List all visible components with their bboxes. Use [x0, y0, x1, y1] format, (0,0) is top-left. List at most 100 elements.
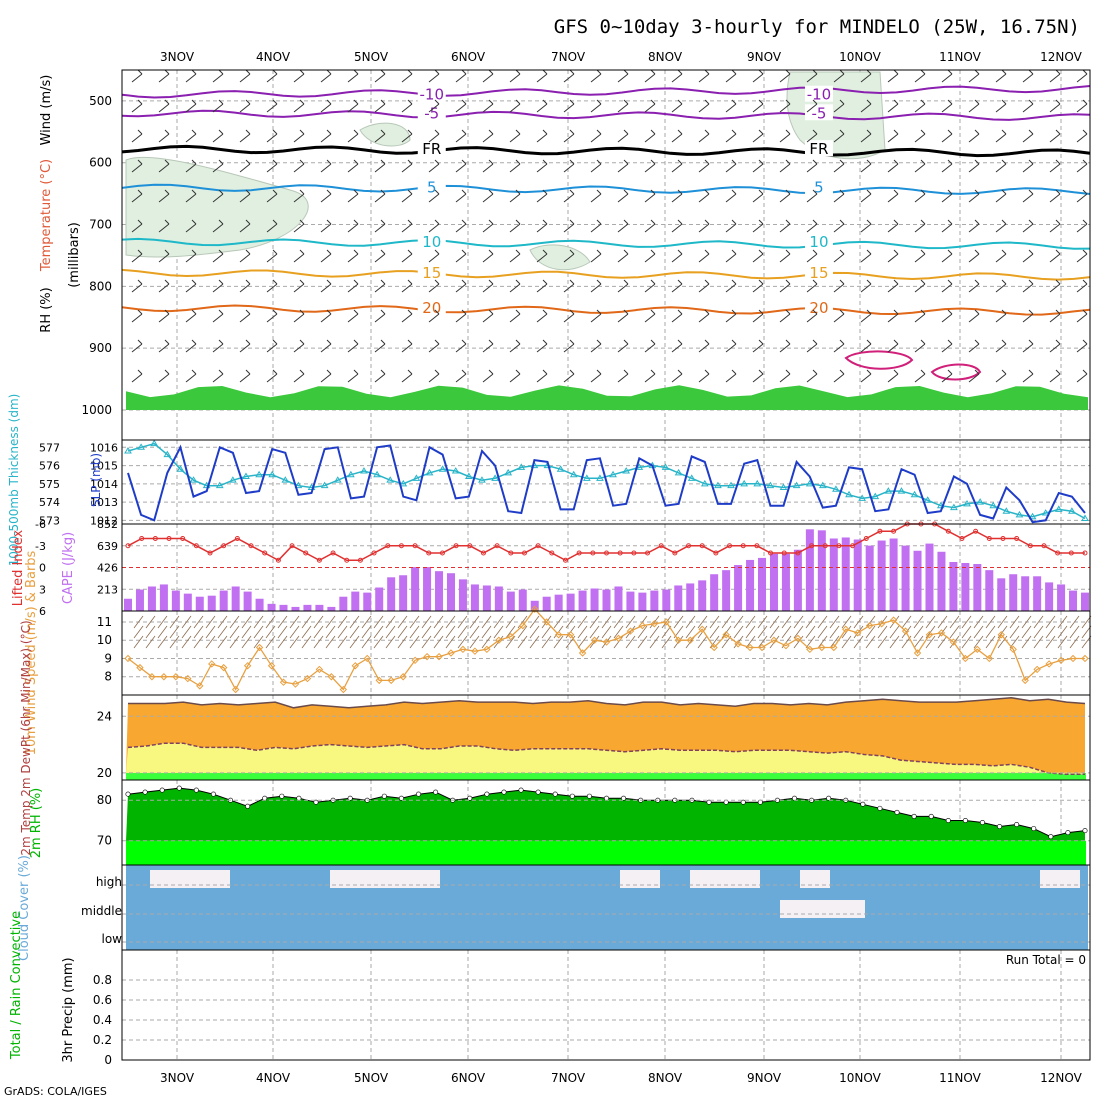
wind-speed-point	[865, 621, 874, 630]
upper-ytick-600: 600	[89, 156, 112, 170]
wind-barb	[968, 159, 980, 173]
wind-barb	[1022, 249, 1034, 263]
wind-barb	[914, 279, 926, 293]
wind-barb	[185, 369, 197, 383]
wind-barb-10m	[769, 625, 780, 639]
ylabel-rh2m: 2m RH (%)	[29, 788, 44, 859]
wind-barb	[320, 279, 332, 293]
wind-barb	[914, 129, 926, 143]
wind-barb	[779, 99, 791, 113]
wind-barb-10m	[505, 625, 516, 639]
li-point	[412, 543, 418, 549]
wind-barb	[1076, 339, 1088, 353]
wind-ytick-8: 8	[104, 670, 112, 684]
temp-ytick-24: 24	[97, 709, 112, 723]
wind-barb	[1022, 369, 1034, 383]
wind-barb	[428, 189, 440, 203]
cape-bar	[1021, 576, 1030, 611]
li-ytick--3: -3	[35, 540, 46, 553]
wind-barb	[536, 159, 548, 173]
wind-barb	[1022, 99, 1034, 113]
wind-barb-10m	[673, 615, 684, 629]
wind-barb	[752, 99, 764, 113]
wind-barb	[239, 369, 251, 383]
wind-barb-10m	[241, 625, 252, 639]
rh2m-point	[1031, 826, 1037, 832]
ylabel-temperature: Temperature (°C)	[39, 159, 54, 272]
wind-speed-point	[471, 647, 479, 655]
cape-ytick-213: 213	[97, 583, 118, 596]
cape-bar	[542, 596, 551, 611]
wind-barb	[914, 309, 926, 323]
wind-barb	[455, 339, 467, 353]
wind-speed-point	[339, 685, 348, 694]
isotherm-line	[121, 304, 1091, 316]
wind-barb-10m	[217, 625, 228, 639]
ylabel-millibars: (millibars)	[67, 222, 82, 288]
wind-barb	[293, 279, 305, 293]
wind-barb	[968, 279, 980, 293]
wind-barb-10m	[937, 635, 948, 649]
wind-barb	[185, 249, 197, 263]
day-label-bottom-9NOV: 9NOV	[747, 1071, 782, 1085]
li-point	[152, 536, 158, 541]
wind-barb	[536, 219, 548, 233]
thickness-point	[845, 490, 853, 498]
thickness-point	[124, 446, 132, 454]
li-point	[604, 550, 609, 556]
upper-ytick-900: 900	[89, 341, 112, 355]
wind-barb	[509, 249, 521, 263]
wind-barb	[860, 249, 872, 263]
wind-barb	[1049, 129, 1061, 143]
thickness-point	[1002, 507, 1011, 514]
wind-barb	[833, 129, 845, 143]
wind-barb-10m	[289, 635, 300, 649]
wind-barb	[617, 129, 629, 143]
li-ytick--6: -6	[35, 518, 46, 531]
cape-ytick-852: 852	[97, 518, 118, 531]
li-ytick-0: 0	[39, 562, 46, 575]
cape-bar	[423, 567, 432, 611]
wind-barb-10m	[985, 635, 996, 649]
wind-barb-10m	[205, 635, 216, 649]
li-point	[1027, 543, 1033, 549]
wind-speed-point	[208, 660, 216, 668]
wind-barb	[779, 279, 791, 293]
wind-barb-10m	[385, 625, 396, 639]
cape-bar	[1081, 592, 1089, 611]
cape-bar	[267, 603, 276, 611]
isotherm-label: 10	[809, 233, 828, 251]
rh2m-point	[997, 824, 1003, 830]
wind-barb	[536, 189, 548, 203]
wind-barb	[212, 219, 224, 233]
thickness-point	[674, 468, 683, 476]
wind-speed-line	[127, 608, 1085, 691]
wind-barb-10m	[277, 625, 288, 639]
li-point	[945, 528, 951, 534]
thickness-point	[163, 450, 172, 458]
wind-barb	[995, 339, 1007, 353]
thickness-point	[727, 481, 735, 489]
li-point	[289, 543, 295, 549]
cloud-row-middle: middle	[81, 904, 122, 918]
wind-speed-point	[901, 627, 910, 635]
li-point	[658, 543, 664, 549]
thickness-ytick-575: 575	[39, 478, 60, 491]
wind-barb-10m	[1045, 635, 1056, 649]
wind-barb	[428, 159, 440, 173]
li-point	[617, 550, 623, 556]
rh2m-point	[484, 791, 490, 797]
wind-barb	[995, 279, 1007, 293]
wind-barb	[698, 189, 710, 203]
cape-bar	[841, 537, 850, 611]
wind-barb	[374, 99, 386, 113]
cloud-high-clear	[800, 870, 830, 888]
wind-barb	[455, 279, 467, 293]
ylabel-rh: RH (%)	[39, 287, 54, 332]
wind-barb-10m	[373, 615, 384, 629]
wind-speed-point	[806, 645, 814, 654]
wind-barb	[941, 99, 953, 113]
wind-barb	[347, 339, 359, 353]
wind-barb	[860, 309, 872, 323]
li-point	[234, 536, 240, 541]
